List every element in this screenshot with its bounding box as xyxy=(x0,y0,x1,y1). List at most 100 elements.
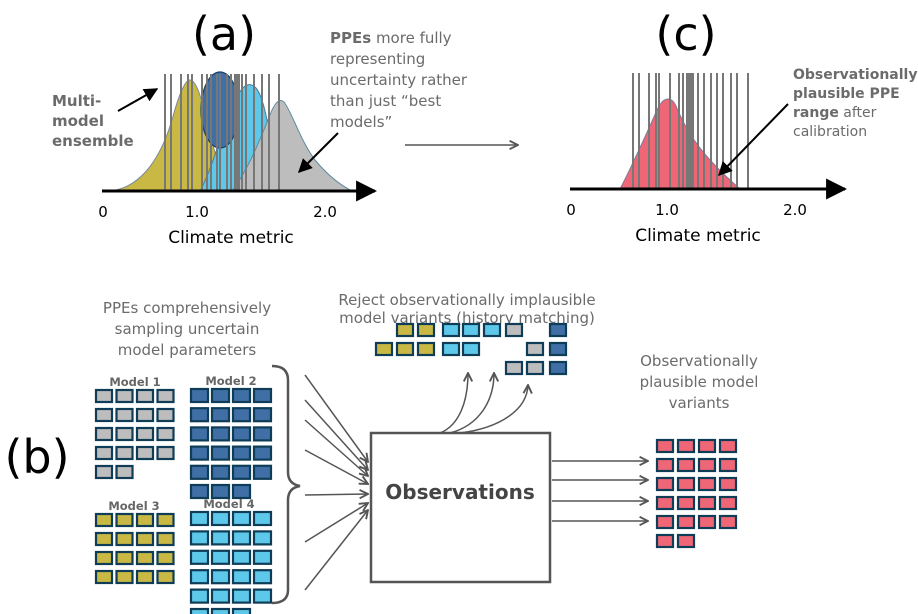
model-variant-square xyxy=(231,426,252,442)
ppes-note-2: representing xyxy=(330,50,425,68)
rejected-variants xyxy=(374,322,568,376)
model-variant-square xyxy=(115,388,134,404)
model-variant-square xyxy=(156,569,175,585)
model-variant-square xyxy=(395,341,415,357)
model2-label: Model 2 xyxy=(205,374,256,388)
model-variant-square xyxy=(189,387,210,404)
model-variant-square xyxy=(94,550,114,566)
model-variant-square xyxy=(94,445,114,461)
model-variant-square xyxy=(416,341,436,357)
model-variant-square xyxy=(135,550,155,566)
model-variant-square xyxy=(135,426,155,442)
calib-arrow xyxy=(718,103,789,177)
model-variant-square xyxy=(156,407,175,423)
model-variant-square xyxy=(231,530,252,546)
model-variant-square xyxy=(189,445,210,461)
multi-model-arrow xyxy=(117,88,159,112)
model-variant-square xyxy=(697,476,717,492)
model-variant-square xyxy=(441,322,461,338)
model-variant-grids xyxy=(94,387,273,614)
panel-label-b: (b) xyxy=(4,430,69,484)
model-variant-square xyxy=(548,360,568,376)
model-variant-square xyxy=(676,438,696,454)
model-variant-square xyxy=(252,445,273,461)
observations-label: Observations xyxy=(385,480,534,504)
model-variant-square xyxy=(189,549,210,565)
reject-arrow-3 xyxy=(459,385,528,434)
model-variant-square xyxy=(156,426,175,442)
calib-note-1: Observationally xyxy=(793,67,917,83)
tick-1-a: 1.0 xyxy=(185,203,209,221)
model-variant-square xyxy=(655,495,675,511)
model-variant-square xyxy=(210,445,231,461)
multi-model-label-2: model xyxy=(52,112,104,130)
model-variant-square xyxy=(210,426,231,442)
multi-model-label-3: ensemble xyxy=(52,132,134,150)
model-variant-square xyxy=(115,512,134,528)
model-variant-square xyxy=(189,510,210,527)
model-variant-square xyxy=(94,531,114,547)
model-variant-square xyxy=(718,457,738,473)
tick-2-a: 2.0 xyxy=(313,203,337,221)
model-variant-square xyxy=(156,512,175,528)
model-variant-square xyxy=(231,549,252,565)
brace xyxy=(271,364,301,605)
ensemble-member-lines-a xyxy=(164,74,280,191)
model-variant-square xyxy=(94,464,114,480)
model-variant-square xyxy=(135,512,155,528)
model-variant-square xyxy=(210,549,231,565)
model-variant-square xyxy=(135,388,155,404)
model-variant-square xyxy=(210,588,231,604)
reject-arrow-1 xyxy=(439,373,468,434)
model-variant-square xyxy=(94,569,114,585)
model-variant-square xyxy=(135,569,155,585)
observations-box xyxy=(369,431,552,584)
model-variant-square xyxy=(504,360,524,376)
model-variant-square xyxy=(252,426,273,442)
tick-1-c: 1.0 xyxy=(655,201,679,219)
model-variant-square xyxy=(210,530,231,546)
model-variant-square xyxy=(135,531,155,547)
model-variant-square xyxy=(525,341,545,357)
model-variant-square xyxy=(156,531,175,547)
model-variant-square xyxy=(115,407,134,423)
ppe-sampling-text-3: model parameters xyxy=(118,341,257,359)
model-variant-square xyxy=(210,464,231,480)
model-variant-square xyxy=(416,322,436,338)
model-variant-square xyxy=(231,407,252,423)
plausible-text-1: Observationally xyxy=(640,352,758,370)
calib-note-4: calibration xyxy=(793,124,867,140)
ppe-sampling-text-1: PPEs comprehensively xyxy=(103,299,271,317)
model-variant-square xyxy=(210,569,231,585)
model4-label: Model 4 xyxy=(203,497,254,511)
model-variant-square xyxy=(94,426,114,442)
model-variant-square xyxy=(718,476,738,492)
output-arrows xyxy=(552,461,648,521)
model-variant-square xyxy=(189,464,210,480)
input-arrow xyxy=(304,494,368,495)
model-variant-square xyxy=(94,388,114,404)
model-variant-square xyxy=(655,476,675,492)
model-variant-square xyxy=(231,510,252,527)
ensemble-member-lines-c xyxy=(632,73,749,189)
model-variant-square xyxy=(525,360,545,376)
panel-label-a: (a) xyxy=(192,7,256,61)
model-variant-square xyxy=(231,387,252,404)
model-variant-square xyxy=(461,322,481,338)
model-variant-square xyxy=(231,483,252,500)
model-variant-square xyxy=(252,407,273,423)
model-variant-square xyxy=(189,483,210,500)
model-variant-square xyxy=(115,445,134,461)
model-variant-square xyxy=(548,341,568,357)
model-variant-square xyxy=(482,322,502,338)
model-variant-square xyxy=(504,322,524,338)
model-variant-square xyxy=(189,530,210,546)
model-variant-square xyxy=(231,588,252,604)
model-variant-square xyxy=(395,322,415,338)
model-variant-square xyxy=(156,388,175,404)
model-variant-square xyxy=(189,426,210,442)
model-variant-square xyxy=(231,464,252,480)
model-variant-square xyxy=(156,445,175,461)
model-variant-square xyxy=(210,510,231,527)
tick-2-c: 2.0 xyxy=(783,201,807,219)
